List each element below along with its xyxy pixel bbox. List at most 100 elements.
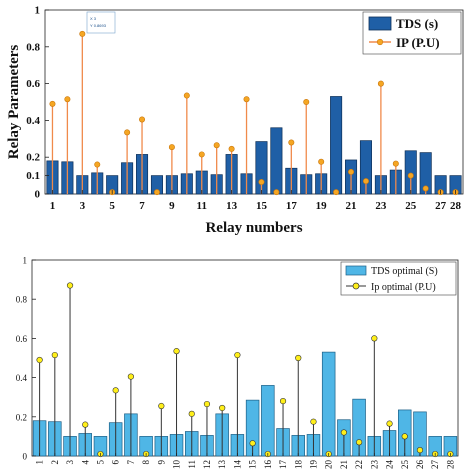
ip-marker-21 [348, 168, 355, 175]
ip-marker-14 [234, 351, 241, 359]
y-tick-label: 0 [23, 452, 28, 462]
x-tick-label: 9 [169, 200, 175, 212]
datatip-y: Y 0.8693 [90, 23, 107, 28]
x-tick-label: 3 [65, 460, 75, 465]
ip-marker-18 [303, 99, 310, 106]
ip-marker-19 [310, 418, 317, 425]
x-tick-label: 7 [126, 460, 136, 465]
ip-marker-23 [371, 335, 378, 342]
ip-marker-9 [168, 144, 175, 151]
y-tick-label: 0.4 [26, 115, 40, 127]
ip-marker-20 [333, 189, 340, 196]
datatip[interactable]: X 3 Y 0.8693 [86, 11, 116, 34]
ip-marker-9 [158, 402, 165, 410]
ip-marker-13 [219, 404, 226, 412]
legend-label-ip-optimal: Ip optimal (P.U) [371, 282, 436, 293]
x-tick-label: 21 [339, 460, 349, 469]
x-tick-label: 20 [324, 460, 334, 470]
ip-marker-24 [386, 420, 393, 427]
legend-swatch-tds [368, 16, 392, 31]
x-tick-label: 14 [232, 460, 242, 470]
ip-marker-8 [153, 189, 160, 196]
ip-marker-24 [392, 160, 399, 167]
x-tick-label: 7 [139, 200, 145, 212]
x-tick-label: 5 [95, 460, 105, 465]
x-axis-title: Relay numbers [205, 220, 302, 236]
x-tick-label: 28 [450, 200, 462, 212]
ip-marker-1 [49, 100, 56, 107]
x-tick-label: 2 [50, 460, 60, 465]
ip-marker-25 [407, 172, 414, 179]
ip-marker-25 [401, 433, 408, 440]
ip-marker-17 [279, 398, 287, 405]
ip-marker-12 [203, 400, 211, 408]
ip-marker-7 [127, 373, 134, 380]
x-tick-label: 21 [346, 200, 357, 212]
x-tick-label: 15 [248, 460, 258, 470]
x-tick-label: 1 [50, 200, 56, 212]
y-tick-label: 0.4 [16, 373, 28, 383]
ip-marker-23 [377, 80, 384, 87]
legend-marker-ip [376, 38, 384, 46]
x-tick-label: 25 [400, 460, 410, 470]
x-tick-label: 23 [375, 200, 387, 212]
legend: TDS optimal (S) Ip optimal (P.U) [340, 261, 457, 296]
legend-label-ip: IP (P.U) [396, 35, 440, 50]
ip-marker-22 [356, 439, 363, 446]
ip-marker-12 [213, 142, 220, 149]
x-tick-label: 17 [286, 200, 298, 212]
y-tick-label: 1 [23, 256, 28, 266]
x-tick-label: 24 [385, 460, 395, 470]
y-tick-label: 0.8 [26, 41, 40, 53]
x-tick-label: 19 [316, 200, 328, 212]
x-tick-label: 3 [80, 200, 86, 212]
y-tick-label: 0.2 [26, 152, 40, 164]
ip-marker-6 [112, 387, 119, 394]
ip-marker-26 [422, 185, 429, 192]
ip-marker-17 [288, 139, 295, 146]
x-tick-label: 12 [202, 460, 212, 469]
legend-swatch-tds-optimal [345, 265, 367, 276]
ip-marker-2 [51, 351, 58, 359]
x-tick-label: 18 [293, 460, 303, 470]
tds-bar-16 [270, 127, 283, 195]
y-tick-label: 0.6 [26, 78, 40, 90]
x-tick-label: 8 [141, 460, 151, 465]
x-tick-label: 11 [187, 460, 197, 469]
y-tick-label: 1 [35, 5, 41, 17]
tds-bar-20 [321, 351, 336, 457]
datatip-x: X 3 [90, 16, 97, 21]
x-tick-label: 27 [435, 200, 447, 212]
ip-marker-15 [249, 440, 256, 447]
legend-label-tds: TDS (s) [396, 16, 438, 31]
y-tick-label: 0.6 [16, 334, 28, 344]
x-tick-label: 9 [156, 460, 166, 465]
legend-marker-ip-optimal [352, 282, 360, 290]
x-tick-label: 6 [111, 460, 121, 465]
ip-marker-6 [124, 129, 131, 136]
x-tick-label: 10 [172, 460, 182, 470]
tds-ip-optimal-chart-bottom: 00.20.40.60.81 1 2 3 4 5 6 7 8 9 10 11 12 13 14 15 16 17… [16, 256, 459, 470]
x-tick-label: 13 [217, 460, 227, 470]
tds-bar-16 [261, 385, 275, 457]
ip-marker-14 [243, 96, 250, 103]
x-tick-label: 17 [278, 460, 288, 470]
ip-marker-26 [416, 447, 424, 454]
x-tick-label: 4 [80, 460, 90, 465]
ip-marker-18 [295, 354, 302, 362]
x-tick-label: 28 [445, 460, 455, 470]
ip-marker-19 [318, 158, 325, 165]
y-tick-label: 0.2 [16, 412, 27, 422]
y-tick-label: 0.1 [26, 170, 40, 182]
ip-marker-16 [273, 189, 280, 196]
x-tick-label: 16 [263, 460, 273, 470]
x-tick-label: 15 [256, 200, 268, 212]
ip-marker-7 [139, 116, 146, 123]
ip-marker-13 [228, 145, 235, 152]
legend: TDS (s) IP (P.U) [362, 11, 462, 55]
x-tick-label: 22 [354, 460, 364, 469]
ip-marker-1 [36, 356, 43, 364]
y-tick-label: 0 [35, 189, 41, 201]
x-tick-label: 19 [308, 460, 318, 470]
x-tick-label: 27 [430, 460, 440, 470]
